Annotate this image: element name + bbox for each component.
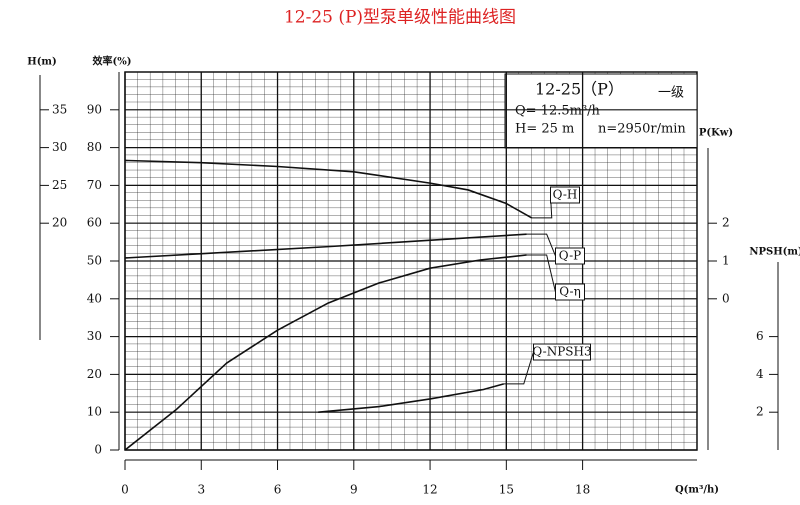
info-flow: Q= 12.5m³/h [515,104,601,119]
leader-line [526,233,556,257]
x-tick-label: 3 [197,483,205,497]
chart-title: 12-25 (P)型泵单级性能曲线图 [284,8,516,28]
y-axis-title: P(Kw) [699,128,733,139]
series-label: Q-H [553,188,578,202]
y-axis-title: 效率(%) [93,55,132,68]
info-model: 12-25（P） [535,80,624,99]
leader-line [503,351,534,385]
y-tick-label: 30 [52,140,67,154]
y-tick-label: 35 [52,102,67,116]
y-tick-label: 6 [756,329,764,343]
y-tick-label: 90 [87,102,102,116]
x-tick-label: 6 [274,483,282,497]
y-tick-label: 60 [87,216,102,230]
y-tick-label: 20 [87,367,102,381]
y-tick-label: 20 [52,216,67,230]
x-tick-label: 15 [499,483,514,497]
series-label-box [555,283,585,301]
series-label: Q-η [559,285,581,299]
info-stage: 一级 [658,86,684,101]
y-tick-label: 1 [722,254,730,268]
info-box [504,73,698,149]
y-tick-label: 80 [87,140,102,154]
leader-line [526,254,556,293]
series-label-box [550,186,580,204]
x-tick-label: 9 [350,483,358,497]
y-tick-label: 0 [94,443,102,457]
x-axis-title: Q(m³/h) [675,485,719,496]
curve [318,383,505,413]
y-tick-label: 0 [722,291,730,305]
y-axis-title: NPSH(m) [749,247,800,258]
series-label: Q-NPSH3 [532,345,591,359]
x-tick-label: 0 [121,483,129,497]
y-tick-label: 4 [756,367,764,381]
series-label-box [555,247,585,265]
curve [124,233,527,259]
x-tick-label: 12 [422,483,437,497]
y-tick-label: 25 [52,178,67,192]
series-label-box [533,343,591,361]
curve [124,159,533,219]
y-tick-label: 50 [87,254,102,268]
y-axis-title: H(m) [27,57,57,68]
curve [124,254,527,451]
y-tick-label: 10 [87,405,102,419]
y-tick-label: 70 [87,178,102,192]
y-tick-label: 30 [87,329,102,343]
y-tick-label: 2 [722,216,730,230]
y-tick-label: 40 [87,291,102,305]
info-head: H= 25 m [515,122,574,137]
info-speed: n=2950r/min [598,122,686,137]
x-tick-label: 18 [575,483,590,497]
series-label: Q-P [559,249,581,263]
y-tick-label: 2 [756,405,764,419]
